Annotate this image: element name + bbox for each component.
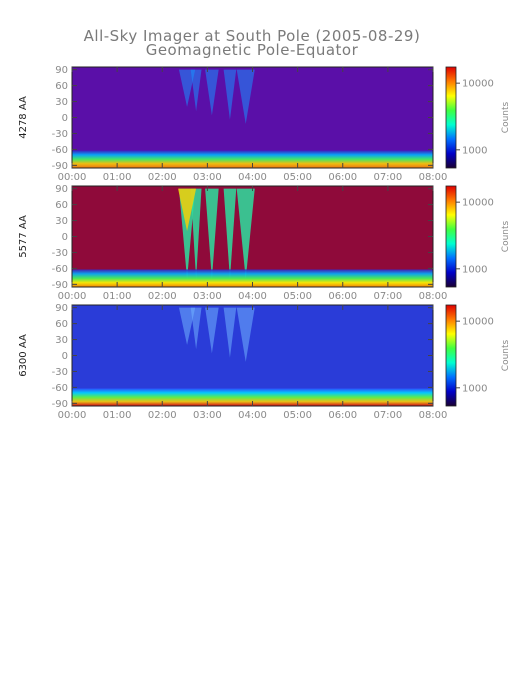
x-tick-label: 07:00	[373, 172, 402, 183]
x-tick-label: 07:00	[373, 291, 402, 302]
x-tick-label: 00:00	[58, 172, 87, 183]
colorbar-tick-label: 1000	[462, 145, 487, 156]
chart-subtitle: Geomagnetic Pole-Equator	[146, 41, 359, 59]
x-tick-label: 01:00	[103, 410, 132, 421]
x-tick-label: 01:00	[103, 291, 132, 302]
y-tick-label: -90	[52, 280, 68, 291]
aurora-feature	[223, 69, 237, 120]
y-tick-label: 0	[62, 351, 68, 362]
y-tick-label: 30	[55, 216, 68, 227]
colorbar-tick-label: 1000	[462, 264, 487, 275]
x-tick-label: 04:00	[238, 410, 267, 421]
y-tick-label: 60	[55, 81, 68, 92]
x-tick-label: 04:00	[238, 291, 267, 302]
colorbar-tick-label: 10000	[462, 79, 494, 90]
aurora-feature	[178, 307, 196, 345]
colorbar	[445, 66, 457, 169]
y-tick-label: -30	[52, 129, 68, 140]
aurora-feature	[205, 307, 219, 354]
x-tick-label: 02:00	[148, 291, 177, 302]
x-tick-label: 06:00	[328, 172, 357, 183]
colorbar-label: Counts	[501, 339, 510, 371]
x-tick-label: 08:00	[419, 410, 448, 421]
colorbar-tick-label: 10000	[462, 198, 494, 209]
colorbar	[445, 185, 457, 288]
x-tick-label: 07:00	[373, 410, 402, 421]
y-tick-label: 90	[55, 303, 68, 314]
aurora-feature	[190, 69, 202, 112]
aurora-feature	[190, 307, 202, 350]
aurora-feature	[236, 307, 255, 362]
aurora-feature	[236, 69, 255, 124]
y-tick-label: 90	[55, 65, 68, 76]
colorbar	[445, 304, 457, 407]
aurora-feature	[223, 307, 237, 358]
y-tick-label: 0	[62, 232, 68, 243]
x-tick-label: 03:00	[193, 172, 222, 183]
colorbar-label: Counts	[501, 220, 510, 252]
y-tick-label: -60	[52, 145, 68, 156]
x-tick-label: 05:00	[283, 172, 312, 183]
x-tick-label: 08:00	[419, 291, 448, 302]
aurora-feature	[223, 188, 237, 280]
y-tick-label: 60	[55, 200, 68, 211]
x-tick-label: 03:00	[193, 410, 222, 421]
aurora-core	[178, 188, 197, 232]
y-tick-label: -30	[52, 248, 68, 259]
y-tick-label: 30	[55, 97, 68, 108]
x-tick-label: 02:00	[148, 410, 177, 421]
x-tick-label: 05:00	[283, 410, 312, 421]
colorbar-label: Counts	[501, 101, 510, 133]
aurora-feature	[205, 69, 219, 116]
x-tick-label: 00:00	[58, 291, 87, 302]
panel-ylabel: 4278 AA	[18, 96, 29, 139]
chart-title: All-Sky Imager at South Pole (2005-08-29…	[84, 27, 421, 45]
y-tick-label: 90	[55, 184, 68, 195]
y-tick-label: -60	[52, 264, 68, 275]
aurora-feature	[205, 188, 219, 280]
y-tick-label: -30	[52, 367, 68, 378]
x-tick-label: 03:00	[193, 291, 222, 302]
aurora-feature	[190, 188, 202, 280]
x-tick-label: 00:00	[58, 410, 87, 421]
aurora-feature	[178, 69, 196, 107]
x-tick-label: 06:00	[328, 410, 357, 421]
y-tick-label: 60	[55, 319, 68, 330]
y-tick-label: -60	[52, 383, 68, 394]
panel-ylabel: 6300 AA	[18, 334, 29, 377]
colorbar-tick-label: 10000	[462, 317, 494, 328]
x-tick-label: 01:00	[103, 172, 132, 183]
y-tick-label: 0	[62, 113, 68, 124]
y-tick-label: -90	[52, 399, 68, 410]
x-tick-label: 04:00	[238, 172, 267, 183]
x-tick-label: 02:00	[148, 172, 177, 183]
y-tick-label: -90	[52, 161, 68, 172]
x-tick-label: 06:00	[328, 291, 357, 302]
colorbar-tick-label: 1000	[462, 383, 487, 394]
panel-ylabel: 5577 AA	[18, 215, 29, 258]
x-tick-label: 08:00	[419, 172, 448, 183]
y-tick-label: 30	[55, 335, 68, 346]
x-tick-label: 05:00	[283, 291, 312, 302]
aurora-feature	[236, 188, 255, 280]
